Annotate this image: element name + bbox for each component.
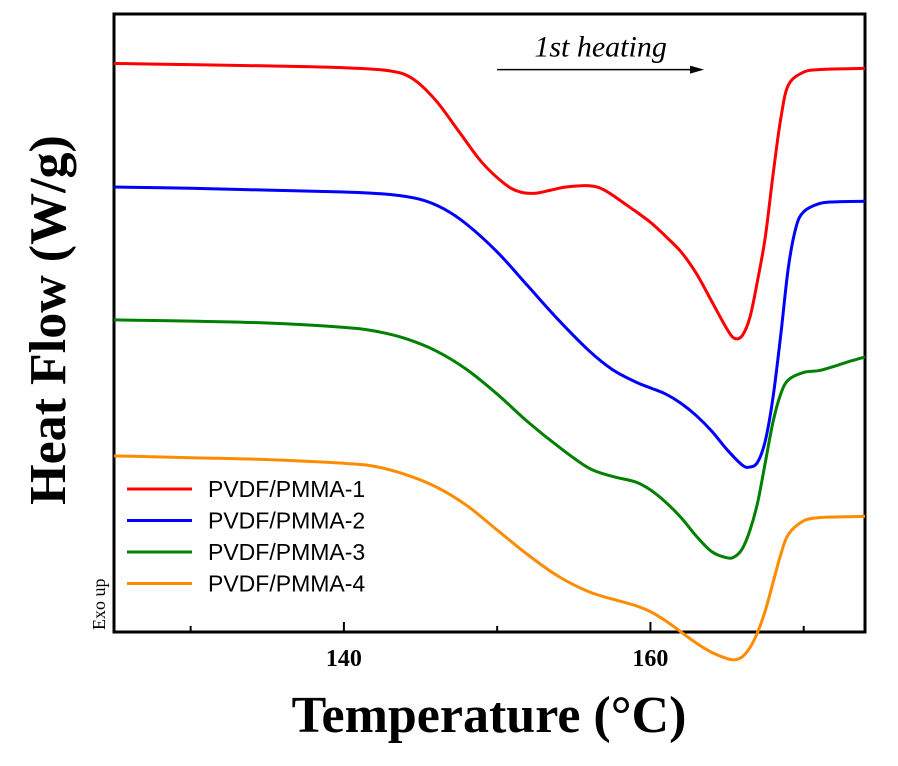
legend-label-2: PVDF/PMMA-2 (208, 508, 365, 534)
curves-group (113, 61, 866, 662)
plot-frame (112, 12, 867, 634)
y-axis-title: Heat Flow (W/g) (20, 135, 77, 505)
legend-label-3: PVDF/PMMA-3 (208, 539, 365, 565)
legend: PVDF/PMMA-1 PVDF/PMMA-2 PVDF/PMMA-3 PVDF/PM… (127, 476, 365, 597)
x-tick-label-2: 160 (632, 646, 668, 672)
annotation-arrowhead (690, 65, 705, 74)
series-line-2 (113, 185, 866, 469)
annotation-group: 1st heating (497, 31, 705, 74)
legend-label-4: PVDF/PMMA-4 (208, 571, 365, 597)
series-line-3 (113, 318, 866, 560)
annotation-text: 1st heating (534, 31, 667, 64)
exo-up-label: Exo up (89, 579, 109, 631)
series-line-1 (113, 61, 866, 341)
x-axis-title: Temperature (°C) (292, 687, 687, 744)
x-tick-label-1: 140 (326, 646, 362, 672)
series-line-4 (113, 454, 866, 662)
ticks-group: 140 160 (189, 622, 805, 672)
legend-label-1: PVDF/PMMA-1 (208, 476, 365, 502)
